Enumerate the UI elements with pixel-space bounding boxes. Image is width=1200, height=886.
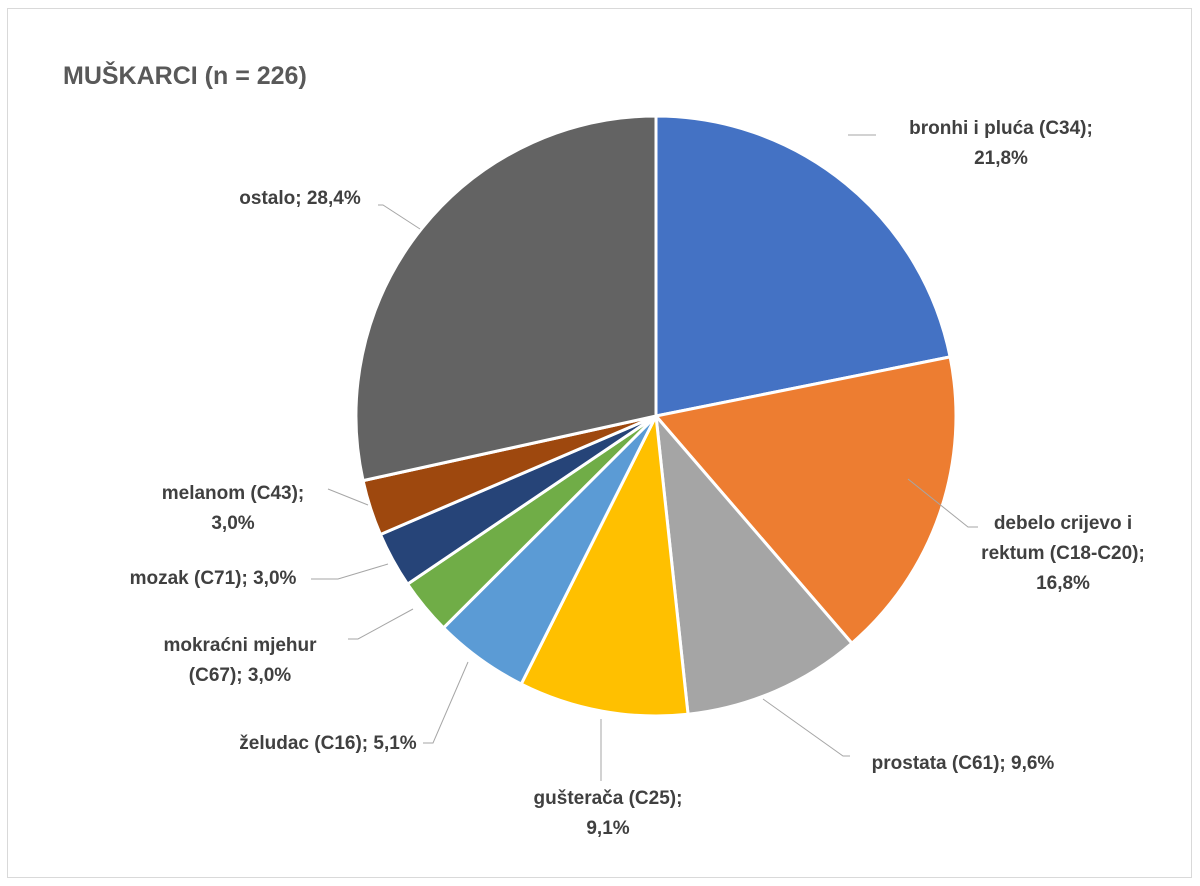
data-label-2-line-2: rektum (C18-C20); — [981, 543, 1145, 564]
data-label-6-line-2: (C67); 3,0% — [189, 665, 292, 686]
leader-lines-layer — [311, 134, 978, 781]
leader-line-5 — [423, 661, 469, 744]
data-label-2: debelo crijevo i rektum (C18-C20); 16,8% — [981, 513, 1145, 594]
leader-line-9 — [378, 204, 421, 230]
leader-line-7 — [311, 563, 389, 580]
pie-slice-9[interactable] — [354, 114, 658, 483]
data-label-9-line-1: ostalo; 28,4% — [239, 188, 361, 209]
data-label-7-line-1: mozak (C71); 3,0% — [130, 568, 297, 589]
chart-frame: MUŠKARCI (n = 226) bronhi i pluća (C34);… — [7, 8, 1192, 878]
data-label-4-line-2: 9,1% — [586, 818, 629, 839]
data-label-4-line-1: gušterača (C25); — [534, 788, 683, 809]
data-label-5-line-1: želudac (C16); 5,1% — [239, 733, 416, 754]
data-label-8-line-1: melanom (C43); — [162, 483, 305, 504]
data-label-9: ostalo; 28,4% — [239, 188, 361, 209]
data-label-8-line-2: 3,0% — [211, 513, 254, 534]
leader-line-3 — [762, 698, 850, 757]
data-label-3-line-1: prostata (C61); 9,6% — [872, 753, 1055, 774]
data-label-1-line-1: bronhi i pluća (C34); — [909, 118, 1093, 139]
data-label-6-line-1: mokraćni mjehur — [163, 635, 317, 656]
pie-slice-4[interactable] — [519, 410, 690, 718]
slices-layer — [354, 114, 958, 718]
chart-title: MUŠKARCI (n = 226) — [63, 60, 307, 90]
data-label-6: mokraćni mjehur (C67); 3,0% — [163, 635, 317, 686]
data-label-8: melanom (C43); 3,0% — [162, 483, 305, 534]
data-label-2-line-3: 16,8% — [1036, 573, 1090, 594]
leader-line-8 — [327, 488, 369, 506]
data-label-1: bronhi i pluća (C34); 21,8% — [909, 118, 1093, 169]
leader-line-2 — [907, 478, 978, 528]
data-label-7: mozak (C71); 3,0% — [130, 568, 297, 589]
data-label-4: gušterača (C25); 9,1% — [534, 788, 683, 839]
data-label-2-line-1: debelo crijevo i — [994, 513, 1132, 534]
data-label-3: prostata (C61); 9,6% — [872, 753, 1055, 774]
pie-chart: MUŠKARCI (n = 226) bronhi i pluća (C34);… — [63, 60, 1145, 839]
leader-line-6 — [348, 608, 414, 640]
pie-slice-2[interactable] — [653, 355, 958, 646]
data-labels-layer: bronhi i pluća (C34); 21,8% debelo crijevo… — [130, 118, 1145, 839]
data-label-1-line-2: 21,8% — [974, 148, 1028, 169]
pie-slice-3[interactable] — [653, 411, 854, 716]
pie-slice-1[interactable] — [654, 114, 952, 418]
data-label-5: želudac (C16); 5,1% — [239, 733, 416, 754]
